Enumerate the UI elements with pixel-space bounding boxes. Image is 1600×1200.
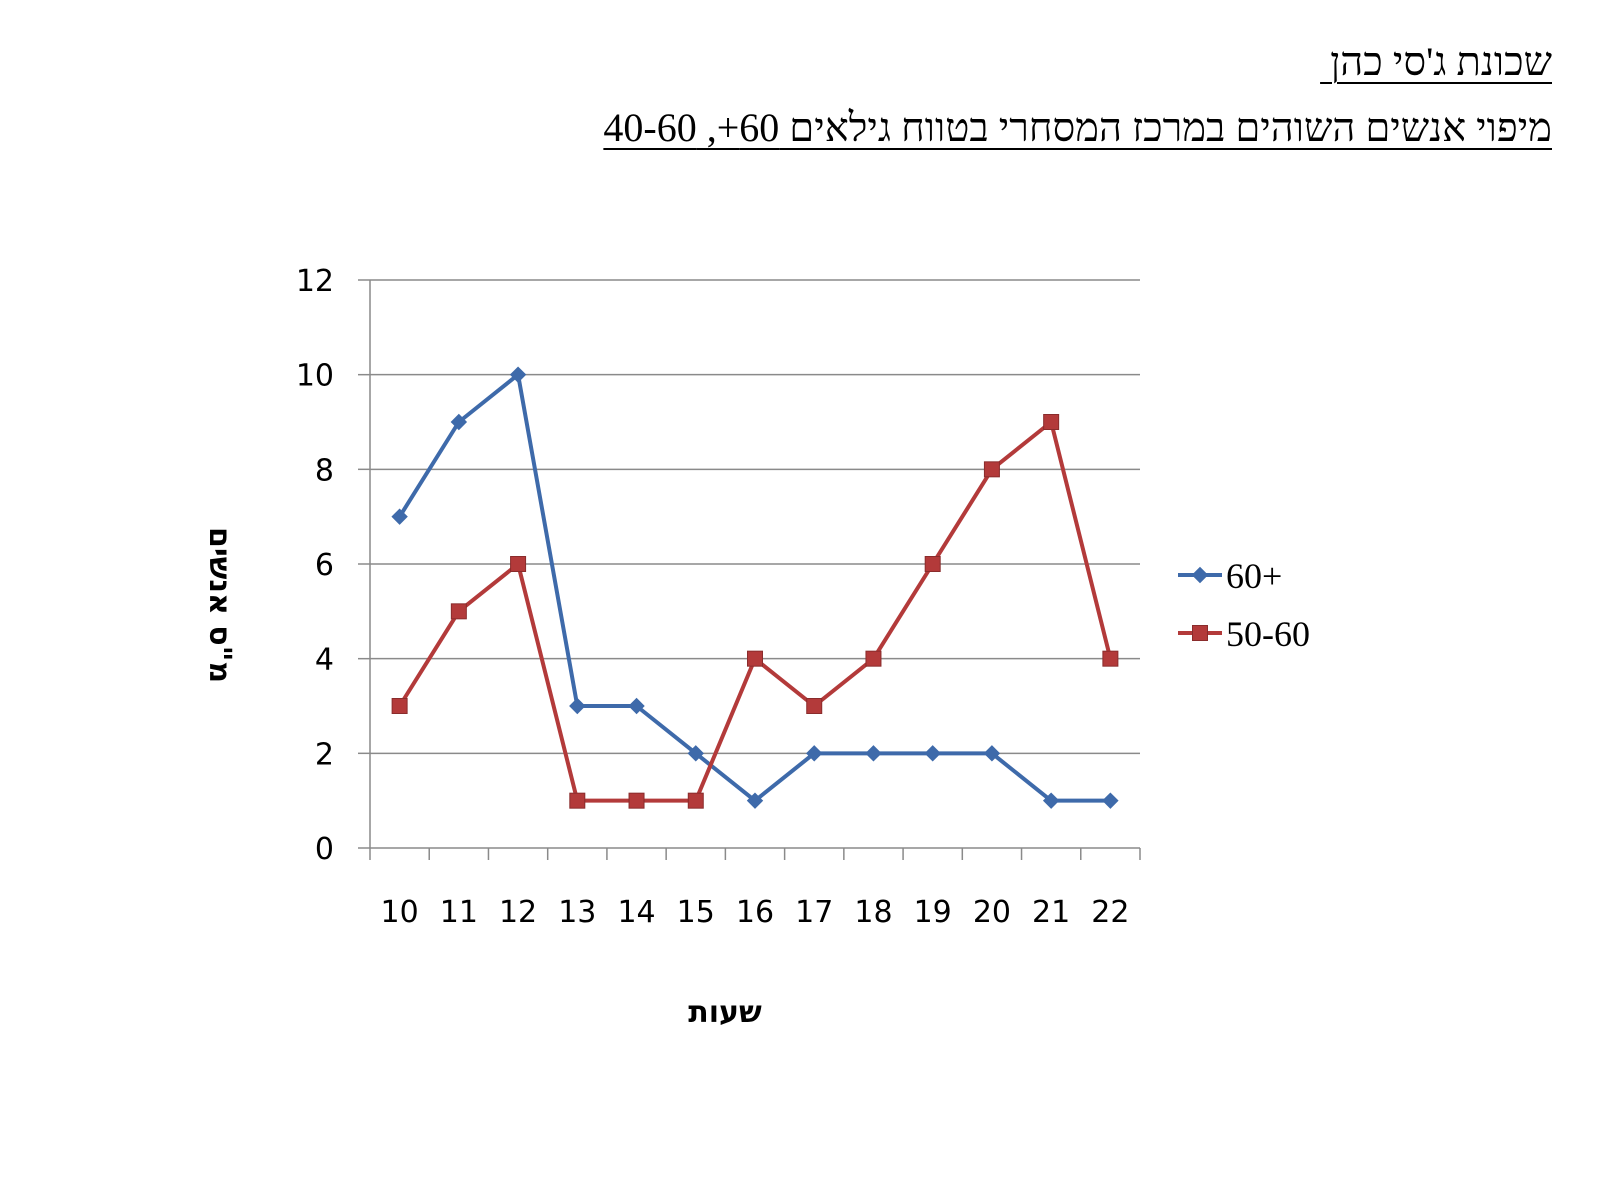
series [391, 366, 1119, 809]
data-point [391, 508, 408, 525]
data-point [865, 745, 882, 762]
data-point [1042, 792, 1060, 809]
y-tick-label: 4 [315, 643, 334, 678]
series-60- [391, 366, 1119, 809]
gridlines [370, 279, 1140, 755]
x-axis-title: שעות [688, 995, 762, 1030]
y-tick-labels: 0 2 4 6 8 10 12 [296, 264, 334, 867]
y-tick-label: 10 [296, 359, 334, 394]
data-point [983, 461, 1000, 478]
x-tick-label: 16 [736, 895, 774, 930]
data-point [687, 792, 704, 809]
y-tick-label: 12 [296, 264, 334, 299]
x-tick-label: 22 [1091, 895, 1129, 930]
x-tick-label: 13 [558, 895, 596, 930]
data-point [1102, 792, 1119, 809]
x-tick-label: 20 [973, 895, 1011, 930]
x-tick-label: 15 [677, 895, 715, 930]
data-point [924, 556, 941, 572]
x-tick-label: 17 [795, 895, 833, 930]
data-point [569, 697, 586, 715]
legend-marker [1192, 625, 1208, 641]
data-point [509, 366, 527, 383]
chart-title-line1: שכונת ג'סי כהן [1320, 39, 1552, 84]
series-line [397, 420, 1113, 803]
data-point [1043, 414, 1060, 430]
data-point [983, 745, 1001, 762]
y-tick-label: 6 [315, 548, 334, 583]
data-point [687, 745, 704, 762]
data-point [569, 792, 586, 809]
data-point [391, 698, 408, 714]
legend-marker [1191, 566, 1209, 584]
data-point [510, 556, 527, 572]
series-line [397, 372, 1111, 803]
data-point [747, 650, 763, 667]
x-tick-label: 19 [914, 895, 952, 930]
x-tick-label: 11 [440, 895, 478, 930]
x-tick-label: 12 [499, 895, 537, 930]
chart-title-line2: מיפוי אנשים השוהים במרכז המסחרי בטווח גי… [603, 105, 1552, 150]
data-point [628, 792, 645, 809]
x-tick-label: 14 [617, 895, 655, 930]
axes [358, 279, 1141, 860]
legend-item: 60+ [1178, 556, 1282, 596]
data-point [746, 792, 764, 809]
data-point [924, 745, 941, 762]
y-tick-label: 8 [315, 453, 334, 488]
data-point [1102, 650, 1119, 667]
legend-label: 50-60 [1226, 614, 1310, 654]
x-tick-label: 10 [381, 895, 419, 930]
data-point [450, 413, 468, 431]
series-50-60 [391, 414, 1119, 809]
x-tick-labels: 10 11 12 13 14 15 16 17 18 19 20 21 22 [381, 895, 1130, 930]
data-point [628, 697, 645, 715]
data-point [865, 650, 882, 667]
y-axis-title: מ"ס אנשים [202, 527, 237, 683]
data-point [450, 603, 467, 620]
x-tick-label: 18 [854, 895, 892, 930]
x-tick-label: 21 [1032, 895, 1070, 930]
legend-label: 60+ [1226, 556, 1282, 596]
data-point [806, 698, 823, 714]
legend: 60+ 50-60 [1178, 556, 1310, 654]
y-tick-label: 2 [315, 737, 334, 772]
y-tick-label: 0 [315, 832, 334, 867]
data-point [806, 745, 823, 762]
legend-item: 50-60 [1178, 614, 1310, 654]
